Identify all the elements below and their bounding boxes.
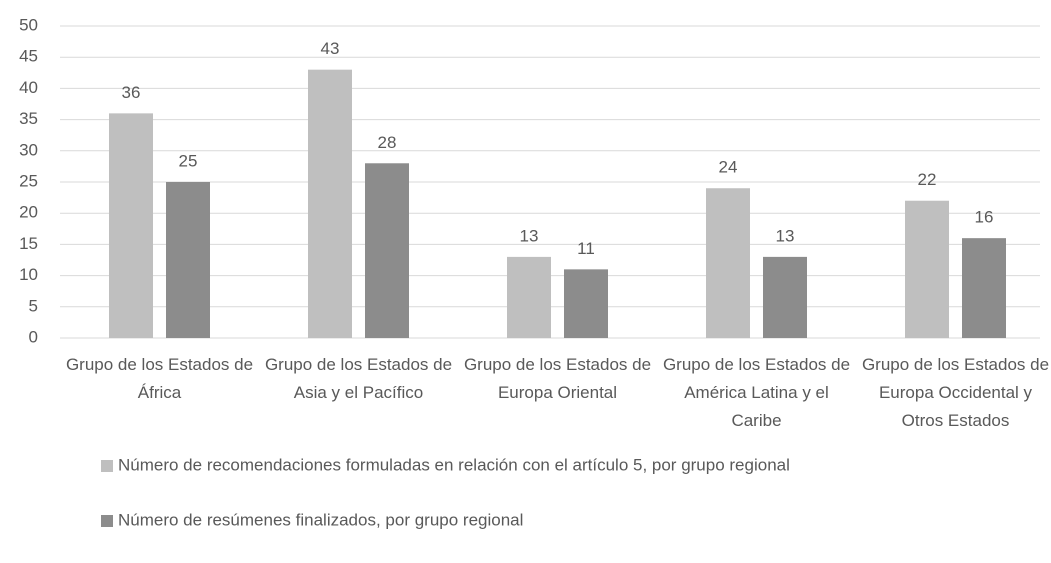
bar xyxy=(308,69,352,339)
x-tick-label: Grupo de los Estados de Europa Oriental xyxy=(464,355,651,402)
data-label: 25 xyxy=(179,151,198,170)
bar xyxy=(706,188,750,338)
bar xyxy=(564,269,608,338)
bar xyxy=(962,238,1006,338)
data-label: 36 xyxy=(122,83,141,102)
y-tick-label: 45 xyxy=(19,47,38,66)
data-label: 43 xyxy=(321,39,340,58)
bar xyxy=(109,113,153,338)
y-tick-label: 35 xyxy=(19,109,38,128)
legend-label: Número de resúmenes finalizados, por gru… xyxy=(118,510,523,529)
legend-swatch xyxy=(101,460,113,472)
y-tick-label: 50 xyxy=(19,15,38,34)
data-label: 22 xyxy=(918,170,937,189)
bar xyxy=(763,256,807,338)
data-label: 16 xyxy=(975,208,994,227)
y-tick-label: 30 xyxy=(19,140,38,159)
x-tick-label: Grupo de los Estados de Asia y el Pacífic… xyxy=(265,355,452,402)
x-tick-label: Grupo de los Estados de América Latina y … xyxy=(663,355,850,430)
data-label: 24 xyxy=(719,158,738,177)
x-tick-label: Grupo de los Estados de Europa Occidental… xyxy=(862,355,1049,430)
data-label: 13 xyxy=(520,226,539,245)
legend-swatch xyxy=(101,515,113,527)
y-tick-label: 15 xyxy=(19,234,38,253)
y-tick-label: 10 xyxy=(19,265,38,284)
bar xyxy=(507,256,551,338)
x-tick-label: Grupo de los Estados de África xyxy=(66,355,253,402)
data-label: 28 xyxy=(378,133,397,152)
bar xyxy=(365,163,409,338)
y-tick-label: 20 xyxy=(19,203,38,222)
y-tick-label: 5 xyxy=(29,296,38,315)
bar xyxy=(166,182,210,338)
data-label: 13 xyxy=(776,226,795,245)
y-tick-label: 0 xyxy=(29,327,38,346)
y-tick-label: 25 xyxy=(19,171,38,190)
y-tick-label: 40 xyxy=(19,78,38,97)
data-label: 11 xyxy=(577,239,595,258)
legend-label: Número de recomendaciones formuladas en … xyxy=(118,455,790,474)
bar xyxy=(905,200,949,338)
